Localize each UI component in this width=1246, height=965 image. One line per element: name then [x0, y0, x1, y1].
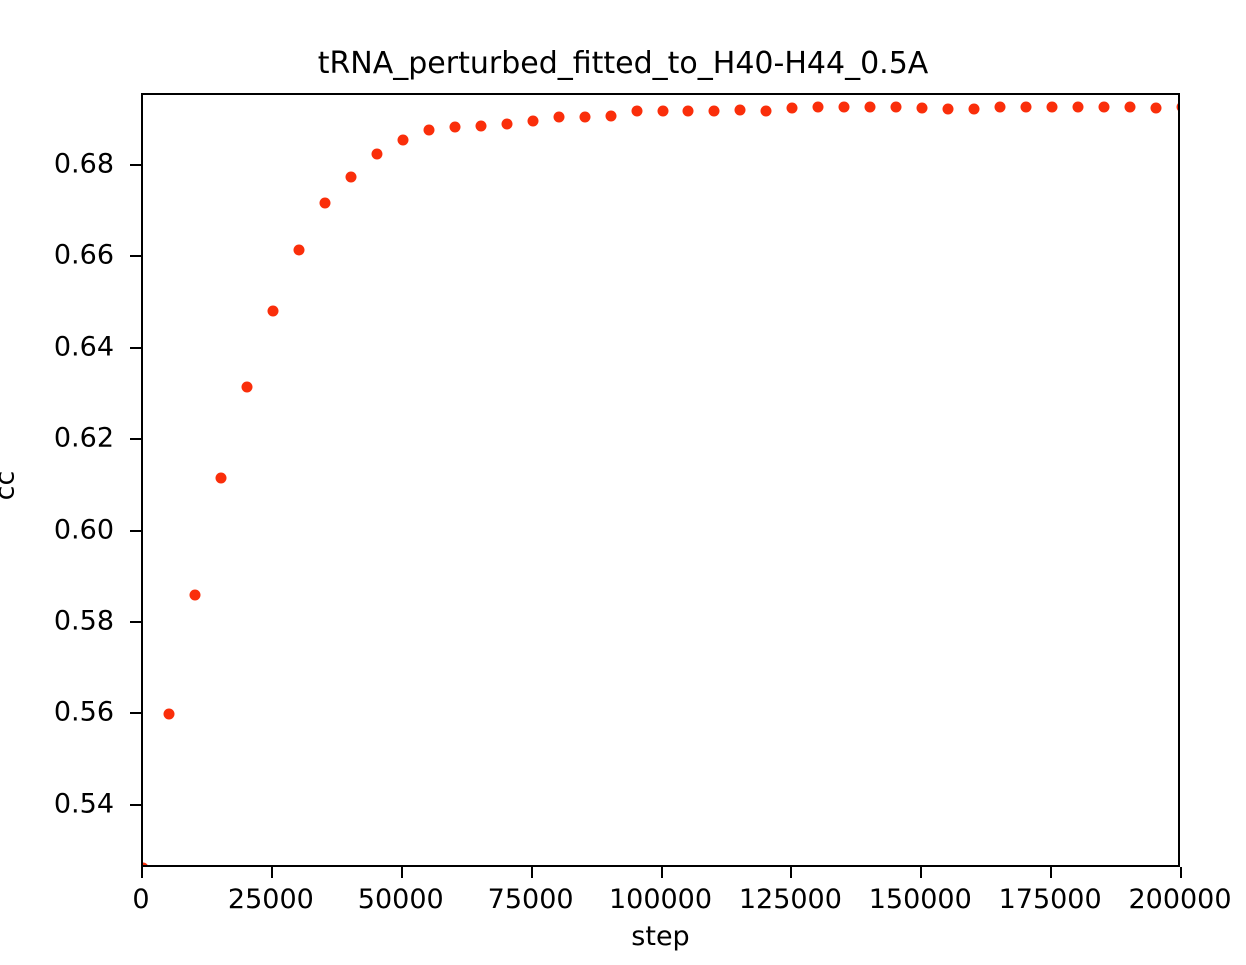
data-point	[163, 708, 175, 720]
x-axis-label: step	[631, 921, 690, 952]
data-point	[1046, 101, 1058, 113]
x-tick-mark	[1050, 867, 1053, 878]
y-tick-label: 0.66	[53, 239, 114, 271]
data-point	[423, 124, 435, 136]
data-point	[812, 101, 824, 113]
x-tick-label: 175000	[998, 884, 1102, 915]
x-tick-label: 150000	[868, 884, 972, 915]
x-tick-label: 50000	[357, 884, 444, 915]
x-tick-label: 0	[132, 884, 150, 915]
data-point	[143, 862, 149, 865]
data-point	[345, 171, 357, 183]
y-tick-label: 0.64	[53, 331, 114, 363]
data-point	[449, 121, 461, 133]
data-point	[786, 102, 798, 114]
data-point	[397, 134, 409, 146]
data-point	[267, 305, 279, 317]
data-point	[994, 101, 1006, 113]
data-point	[631, 105, 643, 117]
plot-area	[141, 93, 1180, 867]
data-point	[1124, 101, 1136, 113]
x-tick-mark	[1180, 867, 1182, 878]
data-point	[241, 381, 253, 393]
data-point	[293, 244, 305, 256]
y-tick-label: 0.56	[53, 696, 114, 728]
y-tick-label: 0.60	[53, 514, 114, 546]
x-tick-label: 100000	[608, 884, 713, 915]
y-tick-mark	[130, 803, 141, 806]
y-tick-label: 0.54	[53, 788, 114, 820]
x-tick-mark	[920, 867, 923, 878]
y-tick-mark	[130, 529, 141, 532]
data-point	[890, 101, 902, 113]
data-point	[1098, 101, 1110, 113]
data-point	[1020, 101, 1032, 113]
data-point	[1072, 101, 1084, 113]
y-tick-label: 0.58	[53, 605, 114, 637]
y-tick-label: 0.68	[53, 148, 114, 180]
chart-title: tRNA_perturbed_fitted_to_H40-H44_0.5A	[317, 46, 929, 81]
y-tick-mark	[130, 438, 141, 441]
data-point	[838, 101, 850, 113]
y-tick-label: 0.62	[53, 422, 114, 454]
data-point	[319, 197, 331, 209]
x-tick-label: 75000	[487, 884, 574, 915]
data-point	[968, 103, 980, 115]
x-tick-label: 25000	[227, 884, 314, 915]
data-point	[657, 105, 668, 117]
data-point	[553, 111, 565, 123]
x-tick-mark	[400, 867, 403, 878]
x-tick-label: 125000	[738, 884, 842, 915]
x-tick-mark	[790, 867, 793, 878]
data-point	[189, 589, 201, 601]
data-point	[371, 148, 383, 160]
data-point	[682, 105, 694, 117]
x-tick-mark	[660, 867, 663, 878]
data-point	[864, 101, 876, 113]
data-point	[215, 472, 227, 484]
y-axis-label: cc	[0, 470, 21, 501]
data-point	[475, 120, 487, 132]
data-point	[1176, 101, 1178, 113]
y-tick-mark	[130, 163, 141, 166]
data-point	[916, 102, 928, 114]
data-point	[942, 103, 954, 115]
data-point	[579, 111, 591, 123]
scatter-series-cc	[143, 95, 1178, 865]
data-point	[734, 104, 746, 116]
data-point	[527, 115, 539, 127]
y-tick-mark	[130, 712, 141, 715]
data-point	[760, 105, 772, 117]
x-tick-mark	[270, 867, 273, 878]
data-point	[605, 110, 617, 122]
x-tick-label: 200000	[1128, 884, 1232, 915]
y-tick-mark	[130, 346, 141, 349]
x-tick-mark	[530, 867, 533, 878]
data-point	[501, 118, 513, 130]
y-tick-mark	[130, 621, 141, 624]
y-tick-mark	[130, 255, 141, 258]
data-point	[708, 105, 720, 117]
x-tick-mark	[141, 867, 143, 878]
data-point	[1150, 102, 1162, 114]
